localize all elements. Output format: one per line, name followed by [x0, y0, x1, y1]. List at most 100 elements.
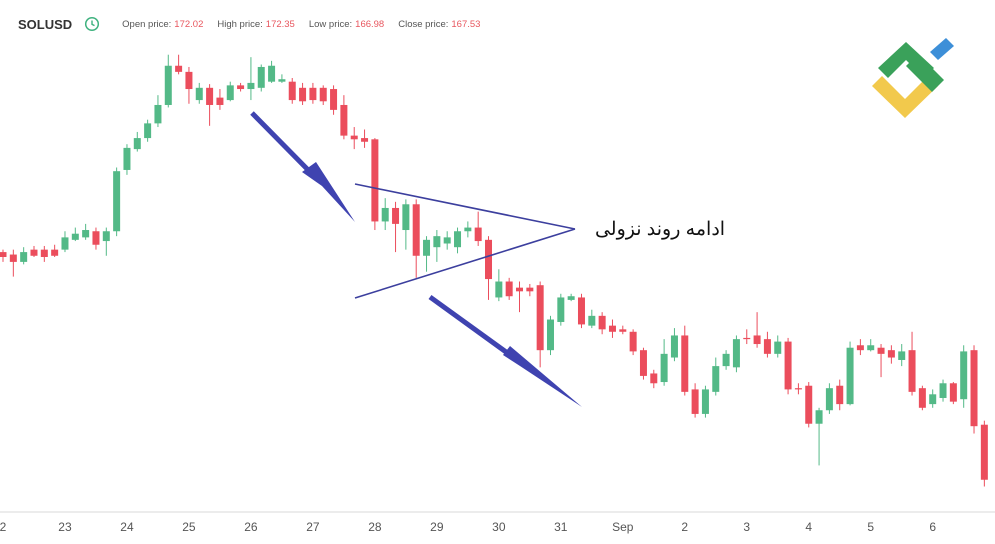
candle-body — [82, 230, 90, 238]
open-label: Open price: — [122, 18, 172, 30]
candle-body — [309, 87, 317, 101]
candle-body — [877, 347, 885, 354]
candle-body — [867, 345, 875, 351]
candle-body — [330, 89, 338, 110]
candle-body — [495, 281, 503, 298]
candle-body — [753, 335, 761, 345]
high-value: 172.35 — [265, 18, 295, 30]
candle-body — [278, 79, 286, 82]
candle-body — [123, 147, 131, 170]
candle-body — [257, 66, 265, 88]
candle-body — [960, 351, 968, 400]
candle-body — [154, 104, 162, 124]
x-tick-label: 30 — [492, 520, 506, 534]
candle-body — [898, 351, 906, 360]
candle-body — [371, 139, 379, 222]
candle-body — [836, 385, 844, 405]
candle-body — [299, 87, 307, 102]
x-tick-label: 28 — [368, 520, 382, 534]
candle-body — [185, 71, 193, 90]
candle-body — [402, 204, 410, 231]
x-tick-label: 23 — [58, 520, 72, 534]
x-tick-label: 6 — [929, 520, 936, 534]
x-tick-label: 5 — [867, 520, 874, 534]
candle-body — [144, 123, 152, 139]
clock-icon[interactable] — [84, 16, 100, 32]
candle-body — [340, 104, 348, 136]
candle-body — [650, 373, 658, 384]
candle-body — [216, 97, 224, 105]
candle-body — [288, 81, 296, 101]
candle-body — [815, 410, 823, 424]
candle-body — [40, 249, 48, 257]
x-tick-label: 29 — [430, 520, 444, 534]
candle-body — [670, 335, 678, 358]
trend-arrows — [250, 111, 582, 407]
symbol: SOLUSD — [18, 16, 73, 32]
candle-body — [598, 315, 606, 330]
x-tick-label: 25 — [182, 520, 196, 534]
candle-body — [546, 319, 554, 351]
candle-body — [588, 315, 596, 326]
open-value: 172.02 — [174, 18, 204, 30]
candle-body — [784, 341, 792, 390]
candle-body — [660, 353, 668, 383]
candle-body — [949, 383, 957, 402]
candle-body — [92, 231, 100, 245]
x-tick-label: 31 — [554, 520, 568, 534]
x-tick-label: 2 — [681, 520, 688, 534]
candle-body — [133, 138, 141, 150]
candle-body — [619, 329, 627, 332]
candle-body — [763, 339, 771, 354]
candle-body — [970, 350, 978, 427]
candle-body — [20, 252, 28, 262]
low-label: Low price: — [308, 18, 353, 30]
x-tick-label: 3 — [743, 520, 750, 534]
candle-body — [629, 331, 637, 352]
header: SOLUSD Open price: 172.02 High price: 17… — [18, 14, 480, 34]
x-tick-label: 27 — [306, 520, 320, 534]
candle-body — [102, 231, 110, 242]
candle-body — [71, 233, 79, 240]
candle-body — [536, 285, 544, 351]
close-label: Close price: — [398, 18, 449, 30]
candle-body — [237, 85, 245, 90]
candle-body — [567, 296, 575, 300]
candle-body — [361, 138, 369, 142]
logo — [872, 38, 954, 118]
candle-body — [164, 65, 172, 105]
candle-body — [939, 383, 947, 398]
candle-body — [732, 339, 740, 368]
candle-body — [794, 388, 802, 390]
x-tick-label: 24 — [120, 520, 134, 534]
candle-body — [929, 394, 937, 405]
candle-body — [805, 385, 813, 424]
candle-body — [51, 249, 59, 256]
candle-body — [423, 239, 431, 256]
low-value: 166.98 — [355, 18, 385, 30]
x-tick-label: 4 — [805, 520, 812, 534]
x-tick-label: 26 — [244, 520, 258, 534]
candle-body — [825, 388, 833, 411]
candle-body — [9, 254, 17, 262]
candle-body — [743, 337, 751, 340]
candle-body — [505, 281, 513, 297]
candle-body — [608, 325, 616, 332]
candle-body — [526, 287, 534, 292]
candle-body — [61, 237, 69, 250]
high-label: High price: — [217, 18, 263, 30]
candle-body — [268, 65, 276, 82]
candle-body — [846, 347, 854, 405]
candle-body — [485, 239, 493, 280]
candle-body — [195, 87, 203, 101]
candle-body — [691, 389, 699, 414]
candle-body — [381, 207, 389, 222]
candle-body — [516, 287, 523, 292]
candles — [0, 54, 988, 487]
candle-body — [701, 389, 709, 414]
candle-body — [454, 231, 462, 248]
candle-body — [856, 345, 864, 351]
close-value: 167.53 — [451, 18, 481, 30]
candle-body — [206, 87, 214, 105]
candle-body — [0, 252, 7, 257]
